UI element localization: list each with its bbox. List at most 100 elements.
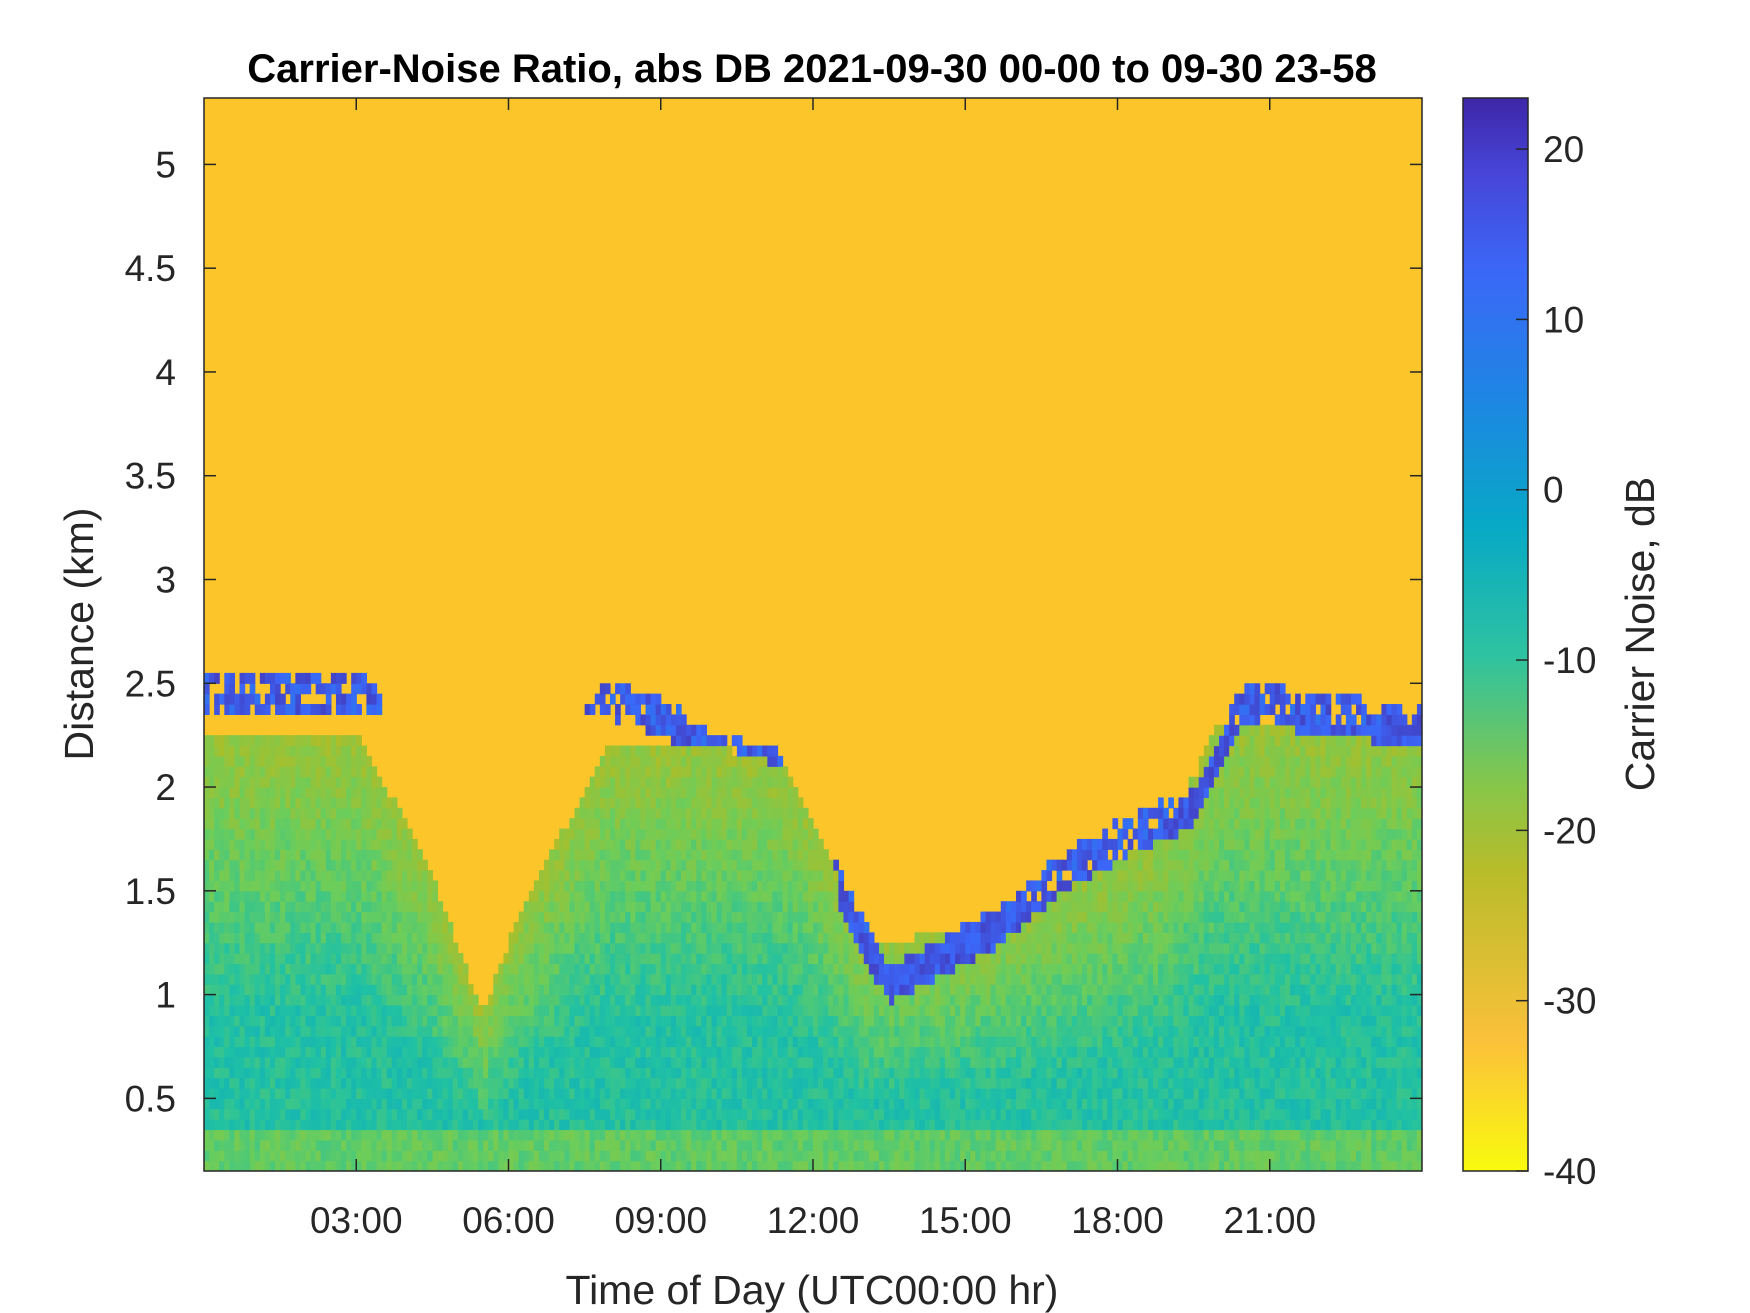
heatmap-cell bbox=[772, 1025, 779, 1037]
heatmap-cell bbox=[650, 807, 657, 819]
heatmap-cell bbox=[777, 1119, 784, 1131]
heatmap-cell bbox=[366, 932, 373, 944]
heatmap-cell bbox=[747, 1139, 753, 1151]
heatmap-cell bbox=[741, 828, 748, 840]
heatmap-cell bbox=[681, 818, 687, 830]
heatmap-cell bbox=[417, 1150, 423, 1162]
heatmap-cell bbox=[640, 1067, 647, 1079]
heatmap-cell bbox=[818, 994, 824, 1006]
heatmap-cell bbox=[823, 1025, 829, 1037]
heatmap-cell bbox=[371, 963, 378, 975]
heatmap-cell bbox=[615, 880, 621, 892]
heatmap-cell bbox=[386, 963, 393, 975]
heatmap-cell bbox=[635, 1036, 642, 1048]
heatmap-cell bbox=[807, 984, 814, 996]
heatmap-cell bbox=[660, 1087, 667, 1099]
heatmap-cell bbox=[853, 1150, 860, 1162]
heatmap-cell bbox=[691, 724, 697, 736]
heatmap-cell bbox=[498, 1077, 505, 1089]
heatmap-cell bbox=[706, 1098, 713, 1110]
heatmap-cell bbox=[366, 1108, 373, 1120]
heatmap-cell bbox=[351, 942, 357, 954]
heatmap-cell bbox=[361, 890, 367, 902]
heatmap-cell bbox=[721, 1056, 728, 1068]
heatmap-cell bbox=[320, 921, 327, 933]
heatmap-cell bbox=[604, 1119, 611, 1131]
heatmap-cell bbox=[782, 911, 789, 923]
heatmap-cell bbox=[300, 766, 307, 778]
heatmap-cell bbox=[259, 735, 266, 747]
heatmap-cell bbox=[726, 828, 733, 840]
heatmap-cell bbox=[853, 1108, 860, 1120]
heatmap-cell bbox=[325, 942, 332, 954]
heatmap-cell bbox=[604, 828, 611, 840]
heatmap-cell bbox=[513, 1025, 520, 1037]
heatmap-cell bbox=[670, 984, 677, 996]
heatmap-cell bbox=[604, 1139, 611, 1151]
heatmap-cell bbox=[610, 1160, 616, 1171]
heatmap-cell bbox=[615, 838, 621, 850]
heatmap-cell bbox=[675, 745, 682, 757]
heatmap-cell bbox=[320, 755, 327, 767]
heatmap-cell bbox=[254, 942, 261, 954]
heatmap-cell bbox=[635, 859, 642, 871]
heatmap-cell bbox=[579, 1046, 586, 1058]
heatmap-cell bbox=[513, 1087, 520, 1099]
heatmap-cell bbox=[264, 1098, 271, 1110]
heatmap-cell bbox=[721, 1025, 728, 1037]
heatmap-cell bbox=[762, 963, 768, 975]
heatmap-cell bbox=[807, 890, 814, 902]
heatmap-cell bbox=[214, 1150, 220, 1162]
heatmap-cell bbox=[604, 745, 611, 757]
heatmap-cell bbox=[478, 1150, 484, 1162]
heatmap-cell bbox=[234, 1108, 241, 1120]
heatmap-cell bbox=[204, 807, 210, 819]
heatmap-cell bbox=[625, 911, 631, 923]
heatmap-cell bbox=[696, 1056, 702, 1068]
heatmap-cell bbox=[736, 745, 743, 757]
heatmap-cell bbox=[447, 921, 454, 933]
heatmap-cell bbox=[635, 1129, 642, 1141]
heatmap-cell bbox=[838, 1004, 845, 1016]
heatmap-cell bbox=[366, 1046, 373, 1058]
heatmap-cell bbox=[584, 1046, 591, 1058]
heatmap-cell bbox=[574, 1087, 581, 1099]
heatmap-cell bbox=[219, 745, 225, 757]
heatmap-cell bbox=[259, 911, 266, 923]
heatmap-cell bbox=[351, 921, 357, 933]
heatmap-cell bbox=[472, 994, 479, 1006]
heatmap-cell bbox=[828, 1160, 834, 1171]
heatmap-cell bbox=[792, 870, 799, 882]
heatmap-cell bbox=[584, 704, 591, 716]
heatmap-cell bbox=[356, 787, 362, 799]
heatmap-cell bbox=[889, 1004, 895, 1016]
heatmap-cell bbox=[752, 1098, 758, 1110]
heatmap-cell bbox=[610, 890, 616, 902]
heatmap-cell bbox=[645, 1119, 652, 1131]
heatmap-cell bbox=[396, 973, 403, 985]
heatmap-cell bbox=[843, 1025, 850, 1037]
heatmap-cell bbox=[356, 1015, 362, 1027]
heatmap-cell bbox=[802, 953, 809, 965]
heatmap-cell bbox=[721, 849, 728, 861]
heatmap-cell bbox=[330, 1108, 337, 1120]
heatmap-cell bbox=[452, 942, 459, 954]
heatmap-cell bbox=[315, 1056, 322, 1068]
heatmap-cell bbox=[731, 1098, 738, 1110]
heatmap-cell bbox=[285, 755, 291, 767]
heatmap-cell bbox=[224, 787, 230, 799]
heatmap-cell bbox=[204, 797, 210, 809]
heatmap-cell bbox=[305, 963, 312, 975]
heatmap-cell bbox=[620, 973, 626, 985]
heatmap-cell bbox=[665, 1087, 672, 1099]
heatmap-cell bbox=[574, 1119, 581, 1131]
heatmap-cell bbox=[300, 890, 307, 902]
heatmap-cell bbox=[615, 859, 621, 871]
heatmap-cell bbox=[538, 953, 545, 965]
heatmap-cell bbox=[873, 1056, 880, 1068]
heatmap-cell bbox=[721, 890, 728, 902]
heatmap-cell bbox=[401, 838, 408, 850]
heatmap-cell bbox=[417, 1025, 423, 1037]
heatmap-cell bbox=[269, 1015, 276, 1027]
heatmap-cell bbox=[533, 1067, 540, 1079]
